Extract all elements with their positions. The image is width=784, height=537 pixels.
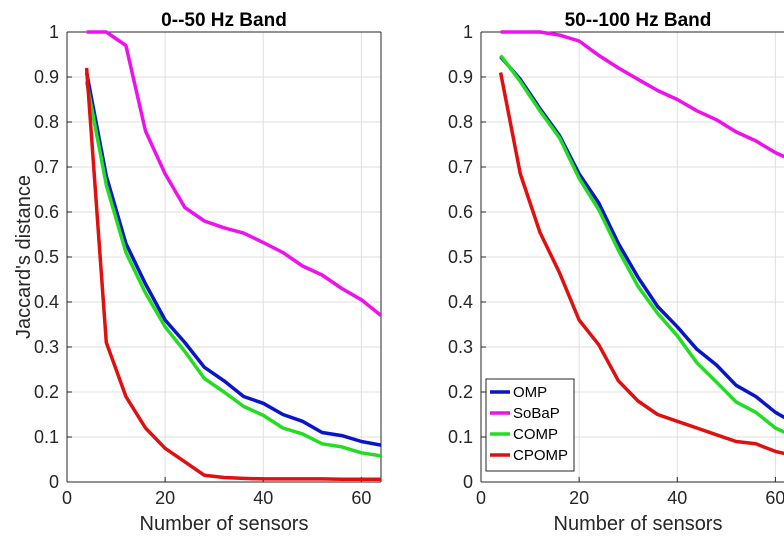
y-tick-label: 1: [49, 22, 59, 42]
y-tick-label: 0: [49, 472, 59, 492]
chart-title: 0--50 Hz Band: [161, 10, 287, 31]
series-line-comp: [499, 54, 784, 434]
legend-label-omp: OMP: [513, 384, 547, 401]
y-tick-label: 0: [463, 472, 473, 492]
x-tick-label: 60: [351, 488, 371, 508]
y-tick-label: 0.2: [34, 382, 59, 402]
y-tick-label: 0.7: [448, 157, 473, 177]
y-tick-label: 0.6: [448, 202, 473, 222]
legend-label-cpomp: CPOMP: [513, 447, 568, 464]
x-tick-label: 40: [667, 488, 687, 508]
chart-panel-2: 0 0.1 0.2 0.3 0.4 0.5 0.6 0.7 0.8 0.9 1 0 20 40 60 50--…: [448, 10, 784, 535]
y-tick-label: 0.1: [448, 427, 473, 447]
series-line-omp: [84, 72, 381, 447]
x-tick-label: 40: [253, 488, 273, 508]
series-line-cpomp: [498, 72, 784, 456]
chart-title: 50--100 Hz Band: [565, 10, 712, 31]
legend-label-comp: COMP: [513, 426, 558, 443]
x-axis-label: Number of sensors: [140, 513, 309, 535]
y-tick-label: 0.4: [34, 292, 59, 312]
y-tick-label: 1: [463, 22, 473, 42]
x-tick-label: 20: [569, 488, 589, 508]
y-tick-label: 0.1: [34, 427, 59, 447]
x-tick-label: 0: [62, 488, 72, 508]
series-line-sobap: [86, 30, 381, 317]
y-tick-label: 0.3: [34, 337, 59, 357]
series-group: [84, 30, 381, 482]
series-line-sobap: [500, 30, 784, 159]
y-tick-label: 0.5: [34, 247, 59, 267]
y-tick-label: 0.2: [448, 382, 473, 402]
y-axis-label: Jaccard's distance: [13, 175, 35, 339]
x-tick-label: 60: [765, 488, 784, 508]
y-tick-label: 0.9: [34, 67, 59, 87]
series-group: [498, 30, 784, 456]
chart-panel-1: 0 0.1 0.2 0.3 0.4 0.5 0.6 0.7 0.8 0.9 1 0 20 40 60 0--5…: [13, 10, 382, 535]
y-tick-label: 0.9: [448, 67, 473, 87]
series-line-comp: [84, 81, 381, 458]
y-tick-label: 0.8: [34, 112, 59, 132]
y-tick-label: 0.8: [448, 112, 473, 132]
y-tick-label: 0.3: [448, 337, 473, 357]
y-tick-label: 0.4: [448, 292, 473, 312]
series-line-cpomp: [84, 67, 381, 482]
x-tick-label: 20: [155, 488, 175, 508]
y-tick-label: 0.7: [34, 157, 59, 177]
legend-label-sobap: SoBaP: [513, 405, 560, 422]
x-tick-label: 0: [476, 488, 486, 508]
legend: OMP SoBaP COMP CPOMP: [485, 378, 575, 472]
y-tick-label: 0.5: [448, 247, 473, 267]
x-axis-label: Number of sensors: [554, 513, 723, 535]
y-tick-label: 0.6: [34, 202, 59, 222]
